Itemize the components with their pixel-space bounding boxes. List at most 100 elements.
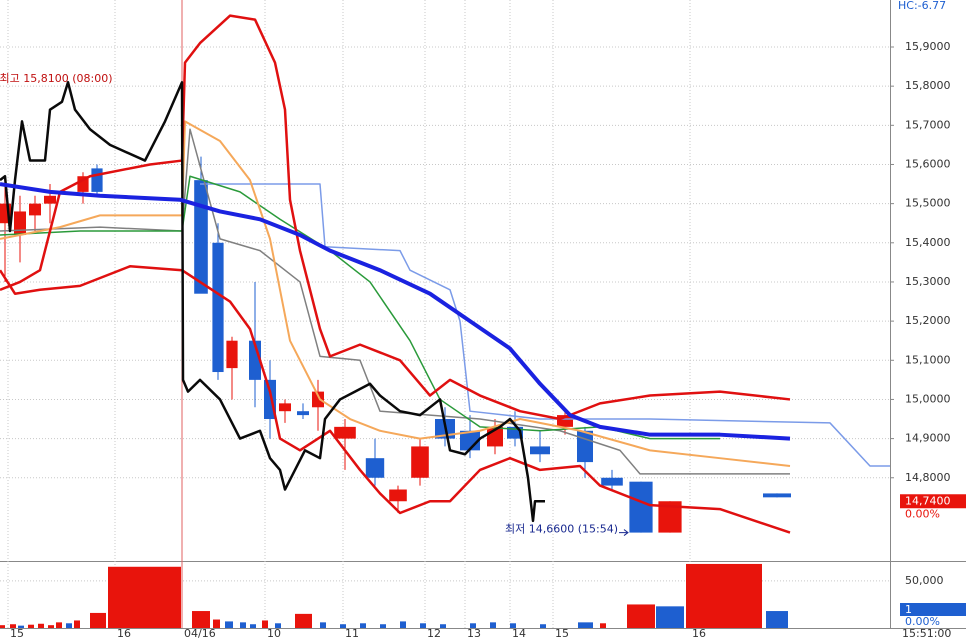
volume-tag-box [900,603,966,616]
y-tick-label: 15,4000 [905,236,951,249]
volume-bar [540,624,546,628]
volume-bar [627,604,655,628]
x-tick-label: 15 [555,627,569,638]
candle-body [601,477,623,486]
high-annotation: 최고 15,8100 (08:00) [0,72,113,85]
candle-body [212,242,224,373]
candle-body [334,426,356,439]
volume-bar [766,611,788,628]
hc-label: HC:-6.77 [898,0,946,12]
y-tick-label: 15,2000 [905,314,951,327]
y-tick-label: 15,5000 [905,197,951,210]
volume-bar [320,622,326,628]
candle-body [297,411,309,416]
volume-bar [380,624,386,628]
y-tick-label: 15,0000 [905,392,951,405]
x-tick-label: 14 [512,627,526,638]
candle-body [658,501,682,533]
low-arrow [619,529,629,536]
volume-bar [56,622,62,628]
x-tick-label: 15 [10,627,24,638]
candle-body [312,391,324,408]
indicator-line [0,265,791,534]
volume-bar [262,620,268,628]
candle-body [507,426,523,439]
volume-bar [360,623,366,628]
volume-bar [240,622,246,628]
indicator-line [0,14,791,421]
volume-bar [90,612,106,628]
indicator-line [0,80,545,523]
x-tick-label: 16 [692,627,706,638]
volume-bar [225,621,233,628]
volume-bar [213,619,220,628]
volume-bar [28,624,34,628]
y-tick-label: 14,9000 [905,432,951,445]
volume-bar [510,623,516,628]
volume-bar [38,623,44,628]
volume-bar [48,625,54,628]
candle-body [77,176,89,192]
x-tick-label: 04/16 [184,627,216,638]
volume-bar [578,622,593,628]
volume-bar [440,624,446,628]
candle-body [557,415,573,427]
x-tick-label: 16 [117,627,131,638]
candle-body [91,168,103,192]
low-annotation: 최저 14,6600 (15:54) [505,523,618,536]
y-tick-label: 14,8000 [905,471,951,484]
candle-body [194,180,208,294]
x-tick-label: 12 [427,627,441,638]
volume-bar [108,566,181,628]
price-tag: 14,7400 [905,494,951,507]
volume-tick-label: 50,000 [905,574,944,587]
price-tag-box [900,494,966,509]
volume-bar [340,624,346,628]
volume-bar [656,606,684,628]
volume-bar [250,624,256,628]
indicator-line [0,175,720,440]
y-tick-label: 15,8000 [905,79,951,92]
indicator-line [0,182,791,441]
volume-bar [686,563,762,628]
time-label: 15:51:00 [902,627,951,638]
y-tick-label: 15,7000 [905,118,951,131]
x-tick-label: 13 [467,627,481,638]
volume-bar [0,625,5,628]
x-tick-label: 10 [267,627,281,638]
candle-body [14,211,26,235]
volume-bar [470,623,476,628]
volume-bar [490,622,496,628]
candle-body [29,203,41,216]
volume-bar [192,611,210,628]
volume-bar [275,623,281,628]
candle-body [279,403,291,412]
y-tick-label: 15,1000 [905,353,951,366]
volume-bar [66,623,72,628]
candle-body [530,446,550,455]
volume-bar [420,623,426,628]
volume-bar [18,625,24,628]
candle-body [0,203,11,224]
candle-body [629,481,653,533]
candle-body [389,489,407,502]
volume-bar [74,620,80,628]
x-tick-label: 11 [345,627,359,638]
candle-body [577,430,593,463]
candle-body [411,446,429,478]
volume-tag: 1 [905,603,912,616]
volume-bar [295,613,312,628]
price-change: 0.00% [905,507,940,520]
volume-bar [10,624,16,628]
y-tick-label: 15,3000 [905,275,951,288]
candle-body [226,340,238,369]
volume-bar [600,623,606,628]
y-tick-label: 15,9000 [905,40,951,53]
candle-body [763,493,791,498]
y-tick-label: 15,6000 [905,157,951,170]
candle-body [44,195,56,204]
indicator-line [0,128,790,475]
candle-body [365,458,385,478]
